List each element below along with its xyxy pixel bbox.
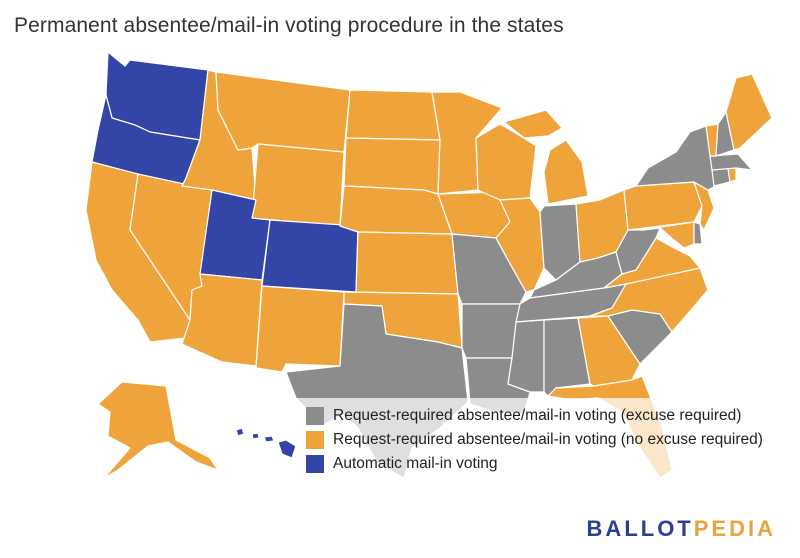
legend-item-no-excuse-required: Request-required absentee/mail-in voting… — [306, 428, 772, 452]
ballotpedia-logo: BALLOTPEDIA — [587, 516, 776, 542]
state-arkansas[interactable] — [461, 303, 521, 359]
legend-swatch-gray — [306, 407, 324, 425]
legend-item-automatic: Automatic mail-in voting — [306, 452, 772, 476]
state-montana[interactable] — [215, 71, 351, 153]
state-nebraska[interactable] — [339, 185, 453, 235]
legend-item-excuse-required: Request-required absentee/mail-in voting… — [306, 404, 772, 428]
logo-text-pedia: PEDIA — [693, 516, 776, 541]
map-title: Permanent absentee/mail-in voting proced… — [14, 14, 564, 37]
state-maine[interactable] — [725, 73, 773, 151]
state-connecticut[interactable] — [711, 167, 731, 187]
state-massachusetts[interactable] — [709, 153, 753, 171]
state-wisconsin[interactable] — [475, 123, 537, 201]
legend-swatch-orange — [306, 431, 324, 449]
state-rhode-island[interactable] — [727, 167, 737, 183]
state-wyoming[interactable] — [251, 143, 345, 227]
state-alaska[interactable] — [97, 381, 219, 479]
state-north-dakota[interactable] — [345, 89, 441, 141]
state-hawaii[interactable] — [235, 427, 297, 459]
map-legend: Request-required absentee/mail-in voting… — [296, 398, 772, 482]
state-michigan[interactable] — [503, 109, 589, 205]
legend-label: Automatic mail-in voting — [333, 455, 498, 472]
legend-label: Request-required absentee/mail-in voting… — [333, 431, 763, 448]
state-south-dakota[interactable] — [343, 137, 441, 195]
state-colorado[interactable] — [261, 219, 359, 293]
state-illinois[interactable] — [495, 197, 545, 293]
legend-swatch-blue — [306, 455, 324, 473]
state-new-york[interactable] — [635, 125, 717, 191]
legend-label: Request-required absentee/mail-in voting… — [333, 407, 742, 424]
state-kansas[interactable] — [355, 231, 459, 295]
state-delaware[interactable] — [693, 221, 703, 245]
state-new-mexico[interactable] — [255, 285, 345, 373]
logo-text-ballot: BALLOT — [586, 516, 694, 541]
